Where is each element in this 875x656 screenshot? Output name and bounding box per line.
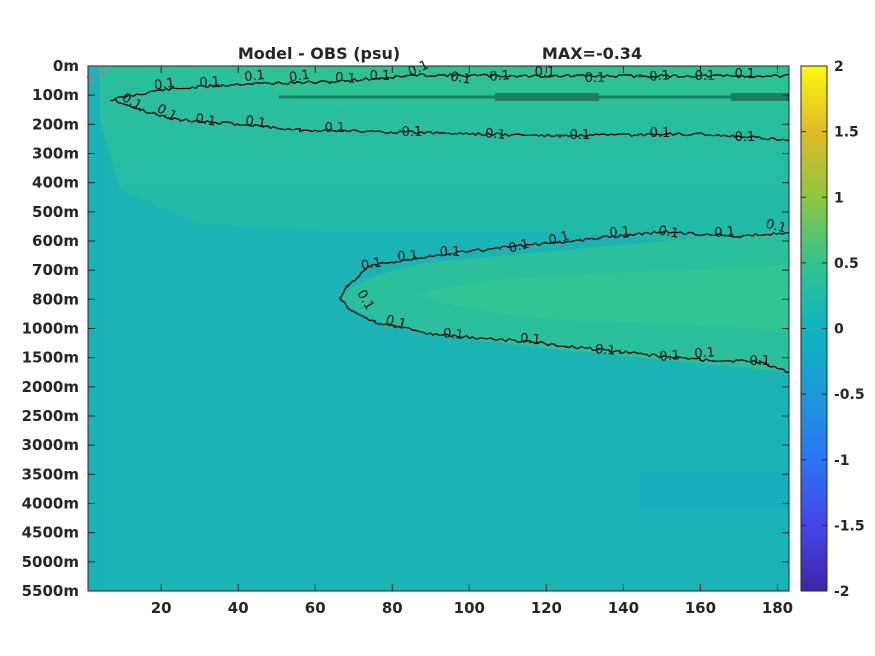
contour-label: 0.1	[484, 126, 506, 143]
colorbar-tick-label: 0.5	[834, 256, 859, 272]
contour-label: 0.1	[244, 68, 266, 85]
chart-title: Model - OBS (psu)	[238, 44, 400, 63]
contour-label: 0.1	[694, 345, 716, 362]
contour-lens	[339, 230, 789, 373]
y-tick-label: 4000m	[22, 495, 79, 513]
y-tick-label: 3500m	[22, 465, 79, 483]
contour-label: 0.1	[547, 229, 571, 249]
contour-label: 0.1	[650, 126, 671, 141]
contour-label: 0.1	[764, 217, 788, 237]
contour-label: 0.1	[397, 248, 419, 265]
y-tick-label: 800m	[32, 290, 79, 308]
contour-surface-lower	[114, 98, 789, 142]
contour-label: 0.1	[585, 71, 606, 86]
contour-label: 0.1	[402, 125, 423, 140]
contour-label: 0.1	[244, 113, 267, 131]
contour-label: 0.1	[570, 128, 591, 143]
contour-label: 0.1	[449, 69, 472, 87]
y-tick-label: 2000m	[22, 378, 79, 396]
contour-label: 0.1	[750, 354, 771, 369]
y-tick-label: 500m	[32, 203, 79, 221]
x-tick-label: 60	[305, 599, 326, 617]
contour-label: 0.1	[370, 69, 391, 84]
x-tick-label: 120	[531, 599, 562, 617]
y-tick-label: 5000m	[22, 553, 79, 571]
colorbar-tick-label: 1	[834, 190, 844, 206]
colorbar-tick-label: -1.5	[834, 518, 865, 534]
x-axis: 20 40 60 80 100 120 140 160 180	[151, 66, 793, 617]
y-tick-label: 1500m	[22, 349, 79, 367]
y-tick-label: 5500m	[22, 582, 79, 600]
y-tick-label: 200m	[32, 115, 79, 133]
x-tick-label: 180	[762, 599, 793, 617]
contour-label: 0.1	[153, 76, 176, 94]
colorbar-tick-label: -0.5	[834, 387, 865, 403]
colorbar: 2 1.5 1 0.5 0 -0.5 -1 -1.5 -2	[800, 59, 865, 600]
y-tick-label: 2500m	[22, 407, 79, 425]
contour-label: 0.1	[659, 348, 681, 365]
contour-label: 0.1	[519, 331, 541, 348]
y-tick-label: 3000m	[22, 436, 79, 454]
contour-noise-100m	[279, 93, 789, 101]
contour-label: 0.1	[325, 121, 346, 136]
heatmap-field	[88, 66, 789, 591]
chart-subtitle: MAX=-0.34	[542, 44, 642, 63]
contour-label: 0.1	[735, 67, 756, 82]
contour-label: 0.1	[535, 65, 556, 80]
x-tick-label: 100	[454, 599, 485, 617]
x-tick-label: 140	[608, 599, 639, 617]
y-tick-label: 400m	[32, 174, 79, 192]
colorbar-ticks: 2 1.5 1 0.5 0 -0.5 -1 -1.5 -2	[801, 59, 865, 600]
contour-label: 0.1	[334, 70, 356, 87]
contour-label: 0.1	[507, 237, 531, 257]
contour-lines	[109, 72, 789, 373]
contour-label: 0.1	[594, 342, 616, 359]
contour-label: 0.1	[442, 326, 464, 343]
colorbar-tick-label: -2	[834, 584, 850, 600]
deep-negative-patch	[640, 472, 789, 510]
contour-label: 0.1	[735, 130, 756, 145]
contour-surface-upper	[109, 72, 789, 102]
colorbar-tick-label: 0	[834, 322, 844, 338]
y-tick-label: 100m	[32, 86, 79, 104]
contour-label: 0.1	[199, 74, 221, 91]
y-tick-label: 1000m	[22, 320, 79, 338]
contour-label: 0.1	[714, 224, 736, 241]
x-tick-label: 20	[151, 599, 172, 617]
contour-label: 0.1	[440, 245, 461, 260]
contour-label: 0.1	[360, 255, 383, 273]
contour-label: 0.1	[194, 111, 217, 129]
contour-label: 0.1	[384, 313, 408, 333]
y-tick-label: 700m	[32, 261, 79, 279]
lens-anomaly-core	[420, 265, 789, 330]
y-tick-label: 0m	[53, 57, 79, 75]
colorbar-tick-label: 1.5	[834, 125, 859, 141]
y-axis: 0m 100m 200m 300m 400m 500m 600m 700m 800m 1000m 1…	[22, 57, 789, 600]
x-tick-label: 160	[685, 599, 716, 617]
x-tick-label: 40	[228, 599, 249, 617]
surface-anomaly-band	[100, 66, 789, 250]
y-tick-label: 4500m	[22, 524, 79, 542]
colorbar-tick-label: 2	[834, 59, 844, 75]
contour-label: 0.1	[489, 68, 511, 85]
y-tick-label: 300m	[32, 145, 79, 163]
contour-label: 0.1	[609, 224, 631, 241]
x-tick-label: 80	[382, 599, 403, 617]
contour-label: 0.1	[649, 68, 671, 85]
colorbar-tick-label: -1	[834, 453, 850, 469]
contour-label: 0.1	[657, 223, 680, 241]
y-tick-label: 600m	[32, 232, 79, 250]
contour-label: 0.1	[695, 69, 716, 84]
contour-label: 0.1	[288, 68, 311, 86]
